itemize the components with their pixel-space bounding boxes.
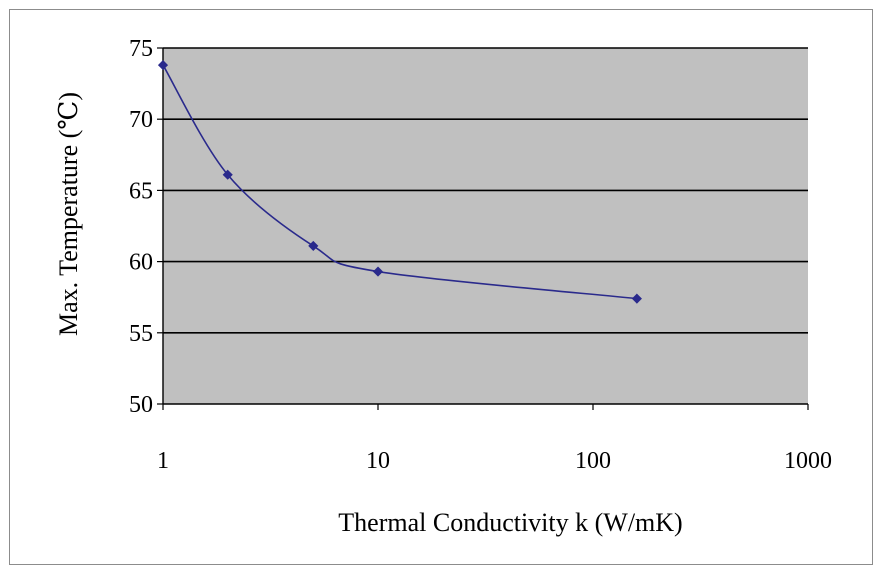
x-tick-label: 100 [575,448,611,474]
x-tick-label: 1 [157,448,169,474]
data-point-marker [372,266,384,277]
data-point-marker [157,60,169,71]
data-point-marker [631,293,642,304]
y-tick-label: 75 [129,36,153,62]
data-point-marker [308,240,319,252]
series-layer [157,60,642,304]
gridlines [163,47,808,334]
x-tick-label: 10 [366,448,390,474]
y-tick-label: 65 [129,178,153,204]
series-line [162,64,637,300]
plot-area [163,48,808,404]
data-point-marker [222,169,233,180]
y-tick-label: 55 [129,321,153,347]
x-tick-label: 1000 [784,448,832,474]
tick-labels: 50 55 60 65 70 75 1 10 100 1000 [129,36,832,474]
x-axis-title: Thermal Conductivity k (W/mK) [338,508,682,537]
axes [157,47,809,410]
y-tick-label: 70 [129,107,153,133]
y-tick-label: 50 [129,392,153,418]
y-tick-label: 60 [129,250,153,276]
y-axis-title: Max. Temperature (℃) [54,92,83,336]
